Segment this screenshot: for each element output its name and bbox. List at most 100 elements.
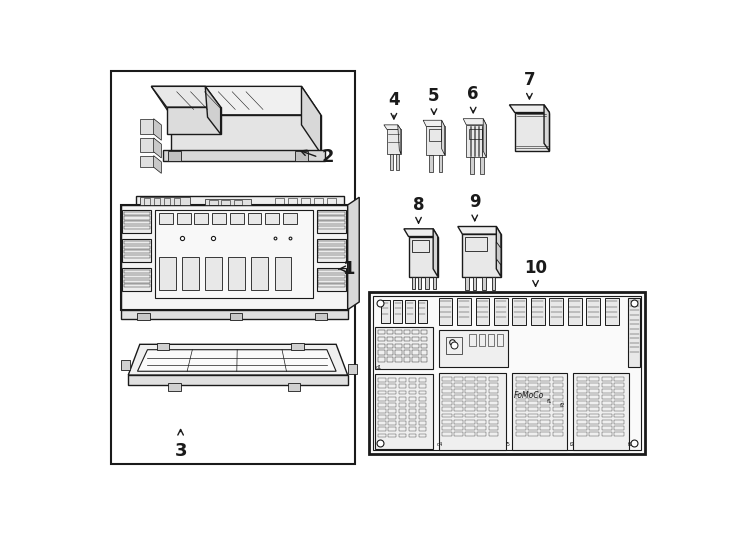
Polygon shape: [139, 119, 153, 134]
Bar: [454, 420, 463, 423]
Bar: [413, 357, 418, 362]
Bar: [319, 217, 344, 220]
Bar: [614, 432, 624, 436]
Bar: [155, 210, 313, 298]
Bar: [531, 298, 545, 325]
Bar: [387, 330, 393, 334]
Polygon shape: [170, 115, 321, 153]
Polygon shape: [384, 125, 401, 130]
Bar: [540, 377, 550, 381]
Bar: [429, 130, 441, 141]
Bar: [396, 343, 401, 348]
Bar: [477, 420, 487, 423]
Bar: [614, 383, 624, 387]
Bar: [577, 408, 587, 411]
Bar: [589, 395, 600, 399]
Bar: [409, 403, 416, 407]
Bar: [399, 421, 406, 425]
Polygon shape: [136, 195, 344, 205]
Bar: [573, 373, 629, 450]
Polygon shape: [157, 343, 169, 350]
Bar: [122, 239, 151, 262]
Bar: [540, 401, 550, 405]
Bar: [327, 198, 336, 205]
Text: 7: 7: [523, 71, 535, 90]
Bar: [489, 383, 498, 387]
Bar: [470, 157, 474, 174]
Bar: [388, 421, 396, 425]
Bar: [589, 420, 600, 423]
Bar: [553, 408, 562, 411]
Bar: [228, 257, 245, 289]
Bar: [319, 275, 344, 278]
Bar: [123, 284, 150, 287]
Polygon shape: [426, 126, 445, 155]
Bar: [388, 390, 396, 394]
Polygon shape: [315, 313, 327, 320]
Bar: [388, 403, 396, 407]
Bar: [465, 276, 468, 291]
Bar: [465, 420, 475, 423]
Polygon shape: [496, 226, 501, 276]
Bar: [421, 357, 427, 362]
Text: 8: 8: [413, 196, 424, 214]
Bar: [497, 334, 504, 346]
Bar: [379, 421, 386, 425]
Bar: [404, 343, 410, 348]
Bar: [319, 251, 344, 253]
Bar: [405, 300, 415, 323]
Bar: [515, 395, 526, 399]
Bar: [614, 414, 624, 417]
Bar: [577, 426, 587, 430]
Bar: [379, 350, 385, 355]
Bar: [589, 432, 600, 436]
Bar: [628, 298, 640, 367]
Bar: [375, 327, 433, 369]
Polygon shape: [404, 229, 437, 237]
Bar: [589, 389, 600, 393]
Bar: [482, 276, 485, 291]
Bar: [454, 377, 463, 381]
Bar: [275, 198, 284, 205]
Bar: [457, 298, 471, 325]
Bar: [111, 71, 355, 464]
Bar: [404, 350, 410, 355]
Bar: [602, 395, 612, 399]
Bar: [477, 389, 487, 393]
Bar: [418, 300, 427, 323]
Bar: [319, 221, 344, 224]
Bar: [589, 383, 600, 387]
Bar: [319, 280, 344, 283]
Polygon shape: [120, 205, 348, 309]
Bar: [409, 421, 416, 425]
Text: 5: 5: [428, 87, 440, 105]
Polygon shape: [509, 105, 550, 112]
Bar: [319, 255, 344, 258]
Bar: [553, 426, 562, 430]
Bar: [454, 414, 463, 417]
Bar: [409, 409, 416, 413]
Bar: [122, 268, 151, 291]
Bar: [465, 389, 475, 393]
Text: d1: d1: [375, 365, 382, 370]
Bar: [159, 213, 173, 224]
Bar: [418, 409, 426, 413]
Polygon shape: [168, 151, 181, 161]
Bar: [476, 298, 490, 325]
Bar: [413, 336, 418, 341]
Bar: [443, 408, 451, 411]
Bar: [379, 357, 385, 362]
Bar: [429, 155, 433, 172]
Bar: [426, 276, 429, 289]
Bar: [379, 434, 386, 437]
Bar: [393, 300, 402, 323]
Bar: [412, 276, 415, 289]
Bar: [399, 403, 406, 407]
Bar: [399, 415, 406, 419]
Polygon shape: [483, 119, 487, 157]
Bar: [438, 330, 508, 367]
Bar: [418, 384, 426, 388]
Bar: [443, 389, 451, 393]
Bar: [319, 226, 344, 229]
Bar: [319, 284, 344, 287]
